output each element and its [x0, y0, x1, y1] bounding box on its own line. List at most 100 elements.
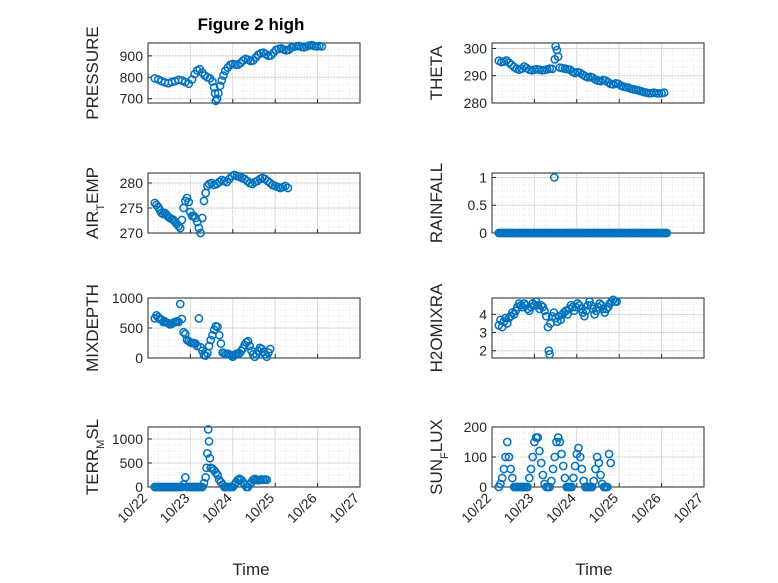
data-point — [560, 473, 570, 483]
data-point — [209, 83, 219, 92]
grid — [492, 173, 704, 234]
data-point — [217, 76, 227, 85]
data-series — [150, 170, 293, 238]
subplot-rainfall: 0 0.5 1 RAINFALL — [427, 163, 705, 243]
data-point — [553, 52, 563, 61]
data-point — [577, 464, 587, 474]
data-point — [236, 58, 245, 68]
data-point — [501, 313, 510, 323]
grid — [148, 43, 360, 103]
data-point — [496, 479, 505, 489]
y-tick-label: 275 — [120, 200, 144, 216]
y-tick-label: 0 — [479, 225, 487, 241]
data-point — [208, 77, 217, 86]
y-tick-label: 3 — [479, 325, 487, 341]
data-point — [612, 297, 622, 306]
data-point — [504, 452, 514, 462]
data-point — [540, 306, 549, 316]
data-point — [555, 437, 565, 447]
data-point — [203, 425, 213, 434]
data-point — [175, 299, 185, 309]
y-tick-label: 0 — [135, 350, 143, 366]
data-point — [199, 196, 209, 206]
data-point — [204, 341, 214, 351]
data-point — [544, 346, 554, 356]
data-point — [502, 319, 512, 328]
axes-box — [491, 297, 705, 359]
x-tick-label: 10/26 — [628, 490, 664, 526]
data-point — [206, 335, 216, 345]
subplot-air-temp: 270 275 280 AIRTEMP — [83, 167, 361, 241]
y-tick-label: 1 — [479, 169, 487, 185]
y-tick-label: 300 — [464, 40, 488, 56]
x-tick-label: 10/27 — [670, 490, 706, 526]
data-point — [596, 470, 605, 480]
data-series — [150, 425, 272, 492]
axes-box — [147, 426, 361, 488]
data-point — [662, 228, 672, 238]
y-tick-label: 100 — [464, 449, 488, 465]
data-point — [551, 41, 560, 51]
data-point — [552, 437, 561, 447]
y-tick-label: 270 — [120, 225, 144, 241]
data-point — [526, 464, 536, 474]
data-point — [547, 476, 556, 486]
data-series — [150, 299, 275, 362]
data-series — [150, 40, 327, 106]
data-point — [506, 464, 516, 474]
subplot-theta: 280 290 300 THETA — [427, 40, 705, 111]
data-point — [592, 452, 602, 462]
data-point — [216, 339, 226, 348]
y-axis-label: H2OMIXRA — [427, 283, 446, 372]
y-tick-label: 290 — [464, 68, 488, 84]
axes-box — [147, 42, 361, 104]
grid — [492, 43, 704, 104]
data-point — [219, 71, 228, 80]
data-point — [230, 350, 239, 360]
data-point — [203, 449, 212, 458]
data-point — [196, 228, 205, 238]
data-point — [553, 433, 563, 442]
x-tick-label: 10/26 — [284, 490, 320, 526]
data-point — [508, 473, 517, 483]
data-point — [317, 42, 327, 51]
y-axis-label: RAINFALL — [427, 163, 446, 243]
data-point — [213, 470, 222, 480]
axes-box — [147, 172, 361, 234]
data-point — [504, 58, 514, 67]
data-series — [494, 433, 616, 492]
y-tick-label: 200 — [464, 419, 488, 435]
data-point — [180, 473, 190, 482]
data-point — [201, 473, 211, 482]
data-point — [606, 458, 616, 468]
data-point — [179, 327, 188, 337]
data-point — [563, 310, 572, 319]
data-point — [262, 475, 272, 485]
data-point — [214, 330, 224, 340]
subplot-mixdepth: 0 500 1000 MIXDEPTH — [83, 284, 361, 372]
data-point — [533, 433, 543, 442]
data-point — [502, 56, 511, 65]
data-point — [589, 476, 599, 486]
data-point — [545, 482, 555, 492]
data-point — [197, 213, 207, 223]
data-point — [175, 223, 185, 233]
figure-title: Figure 2 high — [198, 15, 305, 34]
subplot-pressure: 700 800 900 PRESSURE — [83, 26, 361, 120]
data-point — [177, 314, 187, 324]
y-tick-label: 1000 — [112, 431, 143, 447]
data-point — [199, 478, 209, 488]
data-point — [575, 452, 585, 462]
data-point — [524, 473, 534, 483]
data-point — [570, 461, 580, 471]
data-point — [215, 81, 225, 91]
data-point — [659, 88, 669, 97]
y-tick-label: 280 — [120, 175, 144, 191]
data-point — [535, 446, 544, 456]
y-tick-label: 2 — [479, 343, 487, 359]
data-point — [265, 344, 275, 354]
data-point — [180, 329, 190, 339]
y-tick-label: 0.5 — [468, 197, 488, 213]
y-tick-label: 500 — [120, 455, 144, 471]
